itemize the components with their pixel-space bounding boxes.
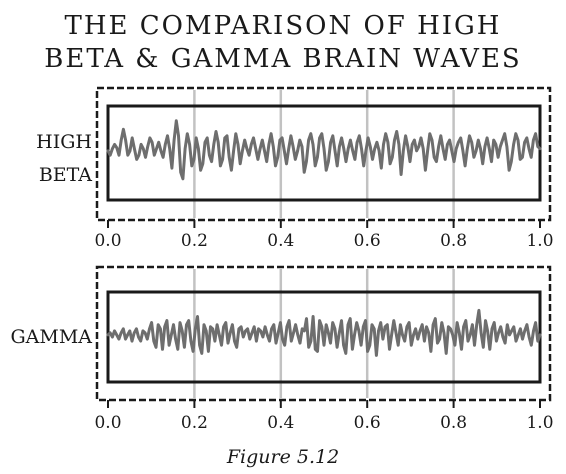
- gamma-tick-label-4: 0.8: [440, 413, 467, 433]
- chart-title-line-2: BETA & GAMMA BRAIN WAVES: [44, 44, 522, 74]
- high-beta-waveform: [106, 119, 542, 181]
- high-beta-row-label-0: HIGH: [36, 131, 92, 153]
- gamma-panel: 0.0 0.2 0.4 0.6 0.8 1.0 GAMMA: [10, 265, 554, 433]
- high-beta-tick-label-5: 1.0: [526, 231, 553, 251]
- high-beta-tick-label-1: 0.2: [181, 231, 208, 251]
- high-beta-tick-label-4: 0.8: [440, 231, 467, 251]
- gamma-tick-label-3: 0.6: [354, 413, 381, 433]
- gamma-tick-label-0: 0.0: [94, 413, 121, 433]
- high-beta-tick-label-3: 0.6: [354, 231, 381, 251]
- high-beta-panel: 0.0 0.2 0.4 0.6 0.8 1.0 HIGH BETA: [36, 86, 554, 251]
- chart-title-line-1: THE COMPARISON OF HIGH: [65, 11, 502, 41]
- gamma-tick-label-1: 0.2: [181, 413, 208, 433]
- gamma-waveform: [106, 308, 542, 357]
- gamma-tick-label-2: 0.4: [267, 413, 294, 433]
- high-beta-outer-frame: [95, 86, 552, 222]
- gamma-outer-frame: [95, 265, 552, 402]
- high-beta-tick-label-2: 0.4: [267, 231, 294, 251]
- high-beta-tick-label-0: 0.0: [94, 231, 121, 251]
- figure-caption: Figure 5.12: [226, 446, 339, 468]
- gamma-tick-label-5: 1.0: [526, 413, 553, 433]
- gamma-row-label-0: GAMMA: [10, 326, 92, 348]
- high-beta-row-label-1: BETA: [39, 164, 92, 186]
